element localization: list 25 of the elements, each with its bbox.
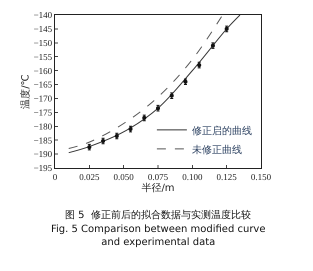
y-tick-label: −170 <box>34 94 53 104</box>
x-tick-label: 0.050 <box>114 172 134 182</box>
y-tick-label: −160 <box>34 66 53 76</box>
y-tick-label: −145 <box>34 24 53 34</box>
legend-label: 修正启的曲线 <box>192 124 252 137</box>
x-tick-label: 0.150 <box>250 172 272 182</box>
caption: 图 5 修正前后的拟合数据与实测温度比较 <box>65 209 251 221</box>
y-tick-label: −165 <box>34 80 53 90</box>
y-tick-label: −185 <box>34 135 53 146</box>
x-axis-title: 半径/m <box>141 182 175 194</box>
y-axis-title: 温度/℃ <box>20 74 32 109</box>
y-tick-label: −190 <box>34 149 53 160</box>
y-tick-label: −195 <box>34 163 53 174</box>
y-tick-label: −150 <box>34 38 53 48</box>
x-tick-label: 0.075 <box>148 172 169 182</box>
y-tick-label: −180 <box>34 121 53 132</box>
y-tick-label: −155 <box>34 52 53 62</box>
legend-label: 未修正曲线 <box>192 144 242 156</box>
y-tick-label: −140 <box>34 10 53 20</box>
caption: Fig. 5 Comparison between modified curve and experimental data <box>51 224 266 248</box>
x-tick-label: 0.025 <box>79 172 100 182</box>
x-tick-label: 0.125 <box>216 172 238 182</box>
y-tick-label: −175 <box>34 108 53 118</box>
x-tick-label: 0 <box>52 172 58 182</box>
x-tick-label: 0.100 <box>182 172 203 182</box>
